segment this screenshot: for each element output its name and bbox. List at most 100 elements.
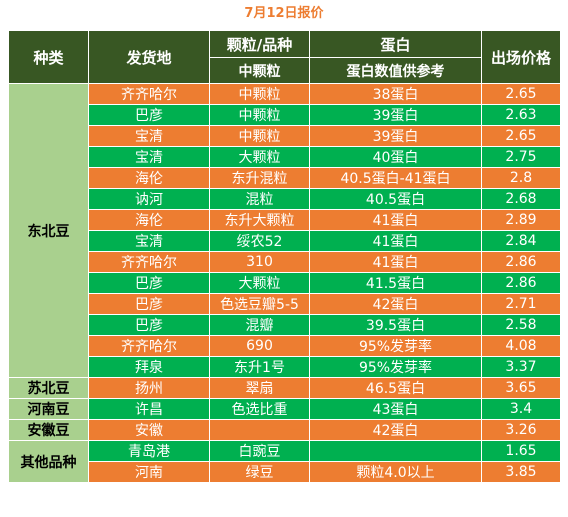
protein-cell: 39蛋白 xyxy=(309,125,482,147)
protein-cell: 40.5蛋白 xyxy=(309,188,482,210)
header-origin: 发货地 xyxy=(88,30,210,84)
protein-cell: 43蛋白 xyxy=(309,398,482,420)
table-row: 齐齐哈尔 310 41蛋白 2.86 xyxy=(9,251,561,273)
table-row: 拜泉 东升1号 95%发芽率 3.37 xyxy=(9,356,561,378)
origin-cell: 海伦 xyxy=(88,209,210,231)
table-row: 宝清 大颗粒 40蛋白 2.75 xyxy=(9,146,561,168)
price-cell: 3.4 xyxy=(481,398,561,420)
table-row: 河南 绿豆 颗粒4.0以上 3.85 xyxy=(9,461,561,483)
table-row: 河南豆 许昌 色选比重 43蛋白 3.4 xyxy=(8,398,561,420)
protein-cell: 41蛋白 xyxy=(309,230,482,252)
category-cell: 河南豆 xyxy=(8,398,89,420)
origin-cell: 齐齐哈尔 xyxy=(88,83,210,105)
table-row: 安徽豆 安徽 42蛋白 3.26 xyxy=(8,419,561,441)
category-cell: 安徽豆 xyxy=(8,419,89,441)
protein-cell: 39蛋白 xyxy=(309,104,482,126)
variety-cell: 大颗粒 xyxy=(209,272,310,294)
table-row: 东北豆 齐齐哈尔 中颗粒 38蛋白 2.65 xyxy=(8,83,561,378)
variety-cell: 中颗粒 xyxy=(209,104,310,126)
origin-cell: 宝清 xyxy=(88,146,210,168)
price-cell: 3.65 xyxy=(481,377,561,399)
category-cell: 东北豆 xyxy=(8,83,89,378)
table-row: 苏北豆 扬州 翠扇 46.5蛋白 3.65 xyxy=(8,377,561,399)
origin-cell: 宝清 xyxy=(88,230,210,252)
variety-cell: 色选豆瓣5-5 xyxy=(209,293,310,315)
header-protein: 蛋白 xyxy=(309,30,482,58)
protein-cell: 颗粒4.0以上 xyxy=(309,461,482,483)
price-cell: 2.86 xyxy=(481,272,561,294)
origin-cell: 拜泉 xyxy=(88,356,210,378)
table-row: 海伦 东升大颗粒 41蛋白 2.89 xyxy=(9,209,561,231)
price-table: 种类 发货地 颗粒/品种 蛋白 出场价格 中颗粒 蛋白数值供参考 东北豆 齐齐哈尔… xyxy=(8,30,561,483)
origin-cell: 青岛港 xyxy=(88,440,210,462)
price-cell: 3.26 xyxy=(481,419,561,441)
table-row: 其他品种 青岛港 白豌豆 1.65 xyxy=(8,440,561,483)
table-row: 海伦 东升混粒 40.5蛋白-41蛋白 2.8 xyxy=(9,167,561,189)
page-title: 7月12日报价 xyxy=(244,6,324,21)
variety-cell: 东升混粒 xyxy=(209,167,310,189)
price-cell: 2.63 xyxy=(481,104,561,126)
protein-cell: 39.5蛋白 xyxy=(309,314,482,336)
protein-cell: 42蛋白 xyxy=(309,419,482,441)
variety-cell: 中颗粒 xyxy=(209,83,310,105)
price-cell: 1.65 xyxy=(481,440,561,462)
table-row: 巴彦 大颗粒 41.5蛋白 2.86 xyxy=(9,272,561,294)
variety-cell: 690 xyxy=(209,335,310,357)
price-cell: 3.85 xyxy=(481,461,561,483)
variety-cell: 混粒 xyxy=(209,188,310,210)
protein-cell: 40蛋白 xyxy=(309,146,482,168)
category-cell: 其他品种 xyxy=(8,440,89,483)
origin-cell: 安徽 xyxy=(88,419,210,441)
protein-cell: 95%发芽率 xyxy=(309,335,482,357)
price-cell: 2.68 xyxy=(481,188,561,210)
variety-cell: 翠扇 xyxy=(209,377,310,399)
table-row: 巴彦 色选豆瓣5-5 42蛋白 2.71 xyxy=(9,293,561,315)
table-body: 东北豆 齐齐哈尔 中颗粒 38蛋白 2.65 巴彦 中颗粒 39蛋白 2.63 宝清 中颗粒 39蛋白… xyxy=(8,83,561,483)
origin-cell: 扬州 xyxy=(88,377,210,399)
variety-cell xyxy=(209,419,310,441)
header-category: 种类 xyxy=(8,30,89,84)
price-cell: 2.86 xyxy=(481,251,561,273)
table-row: 讷河 混粒 40.5蛋白 2.68 xyxy=(9,188,561,210)
price-cell: 2.89 xyxy=(481,209,561,231)
price-cell: 2.65 xyxy=(481,83,561,105)
protein-cell: 95%发芽率 xyxy=(309,356,482,378)
variety-cell: 东升大颗粒 xyxy=(209,209,310,231)
origin-cell: 许昌 xyxy=(88,398,210,420)
variety-cell: 310 xyxy=(209,251,310,273)
protein-cell: 40.5蛋白-41蛋白 xyxy=(309,167,482,189)
origin-cell: 巴彦 xyxy=(88,104,210,126)
variety-cell: 大颗粒 xyxy=(209,146,310,168)
table-row: 齐齐哈尔 690 95%发芽率 4.08 xyxy=(9,335,561,357)
origin-cell: 齐齐哈尔 xyxy=(88,335,210,357)
price-cell: 2.84 xyxy=(481,230,561,252)
header-protein-sub: 蛋白数值供参考 xyxy=(309,57,482,84)
origin-cell: 宝清 xyxy=(88,125,210,147)
protein-cell xyxy=(309,440,482,462)
origin-cell: 海伦 xyxy=(88,167,210,189)
header-price: 出场价格 xyxy=(481,30,561,84)
header-variety: 颗粒/品种 xyxy=(209,30,310,58)
price-cell: 2.58 xyxy=(481,314,561,336)
price-cell: 2.8 xyxy=(481,167,561,189)
variety-cell: 绿豆 xyxy=(209,461,310,483)
table-row: 宝清 中颗粒 39蛋白 2.65 xyxy=(9,125,561,147)
origin-cell: 讷河 xyxy=(88,188,210,210)
table-row: 宝清 绥农52 41蛋白 2.84 xyxy=(9,230,561,252)
origin-cell: 齐齐哈尔 xyxy=(88,251,210,273)
variety-cell: 色选比重 xyxy=(209,398,310,420)
protein-cell: 41.5蛋白 xyxy=(309,272,482,294)
header-variety-sub: 中颗粒 xyxy=(209,57,310,84)
price-cell: 2.75 xyxy=(481,146,561,168)
variety-cell: 中颗粒 xyxy=(209,125,310,147)
protein-cell: 42蛋白 xyxy=(309,293,482,315)
protein-cell: 41蛋白 xyxy=(309,251,482,273)
protein-cell: 38蛋白 xyxy=(309,83,482,105)
category-cell: 苏北豆 xyxy=(8,377,89,399)
variety-cell: 绥农52 xyxy=(209,230,310,252)
price-cell: 2.65 xyxy=(481,125,561,147)
protein-cell: 46.5蛋白 xyxy=(309,377,482,399)
variety-cell: 东升1号 xyxy=(209,356,310,378)
table-row: 巴彦 混瓣 39.5蛋白 2.58 xyxy=(9,314,561,336)
origin-cell: 巴彦 xyxy=(88,293,210,315)
